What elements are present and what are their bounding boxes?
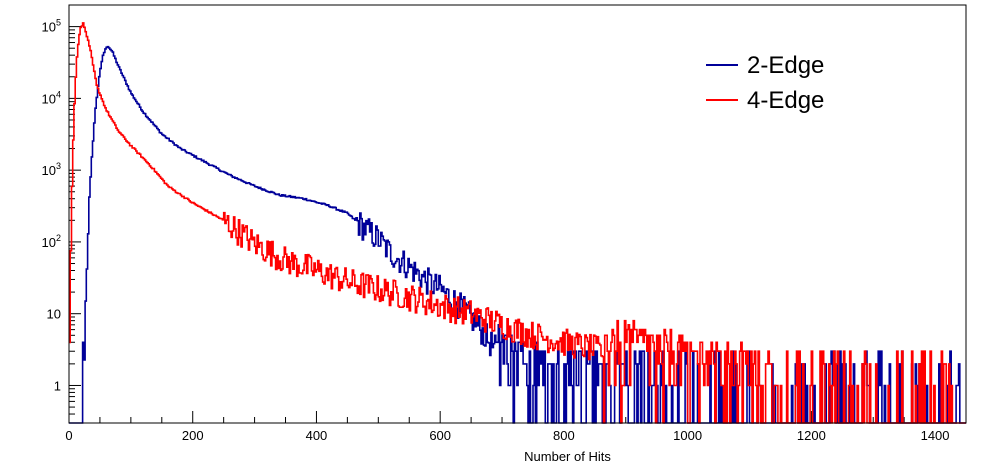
y-tick-label: 105 [42,18,61,35]
x-tick-label: 1000 [673,428,702,443]
x-axis-title: Number of Hits [524,449,611,464]
legend-label: 2-Edge [747,52,824,79]
y-tick-label: 1 [54,378,61,393]
x-tick-label: 400 [306,428,328,443]
x-tick-label: 200 [182,428,204,443]
plot-frame [68,4,967,424]
x-tick-label: 0 [65,428,72,443]
series-layer [69,22,966,424]
x-tick-label: 800 [553,428,575,443]
x-tick-label: 600 [429,428,451,443]
y-tick-label: 103 [42,161,61,178]
y-tick-label: 10 [47,307,61,322]
series-line-b [69,22,966,424]
legend: 2-Edge 4-Edge [706,52,824,114]
x-tick-label: 1400 [921,428,950,443]
legend-label: 4-Edge [747,87,824,114]
x-tick-label: 1200 [797,428,826,443]
y-tick-label: 104 [42,89,61,106]
y-tick-label: 102 [42,233,61,250]
